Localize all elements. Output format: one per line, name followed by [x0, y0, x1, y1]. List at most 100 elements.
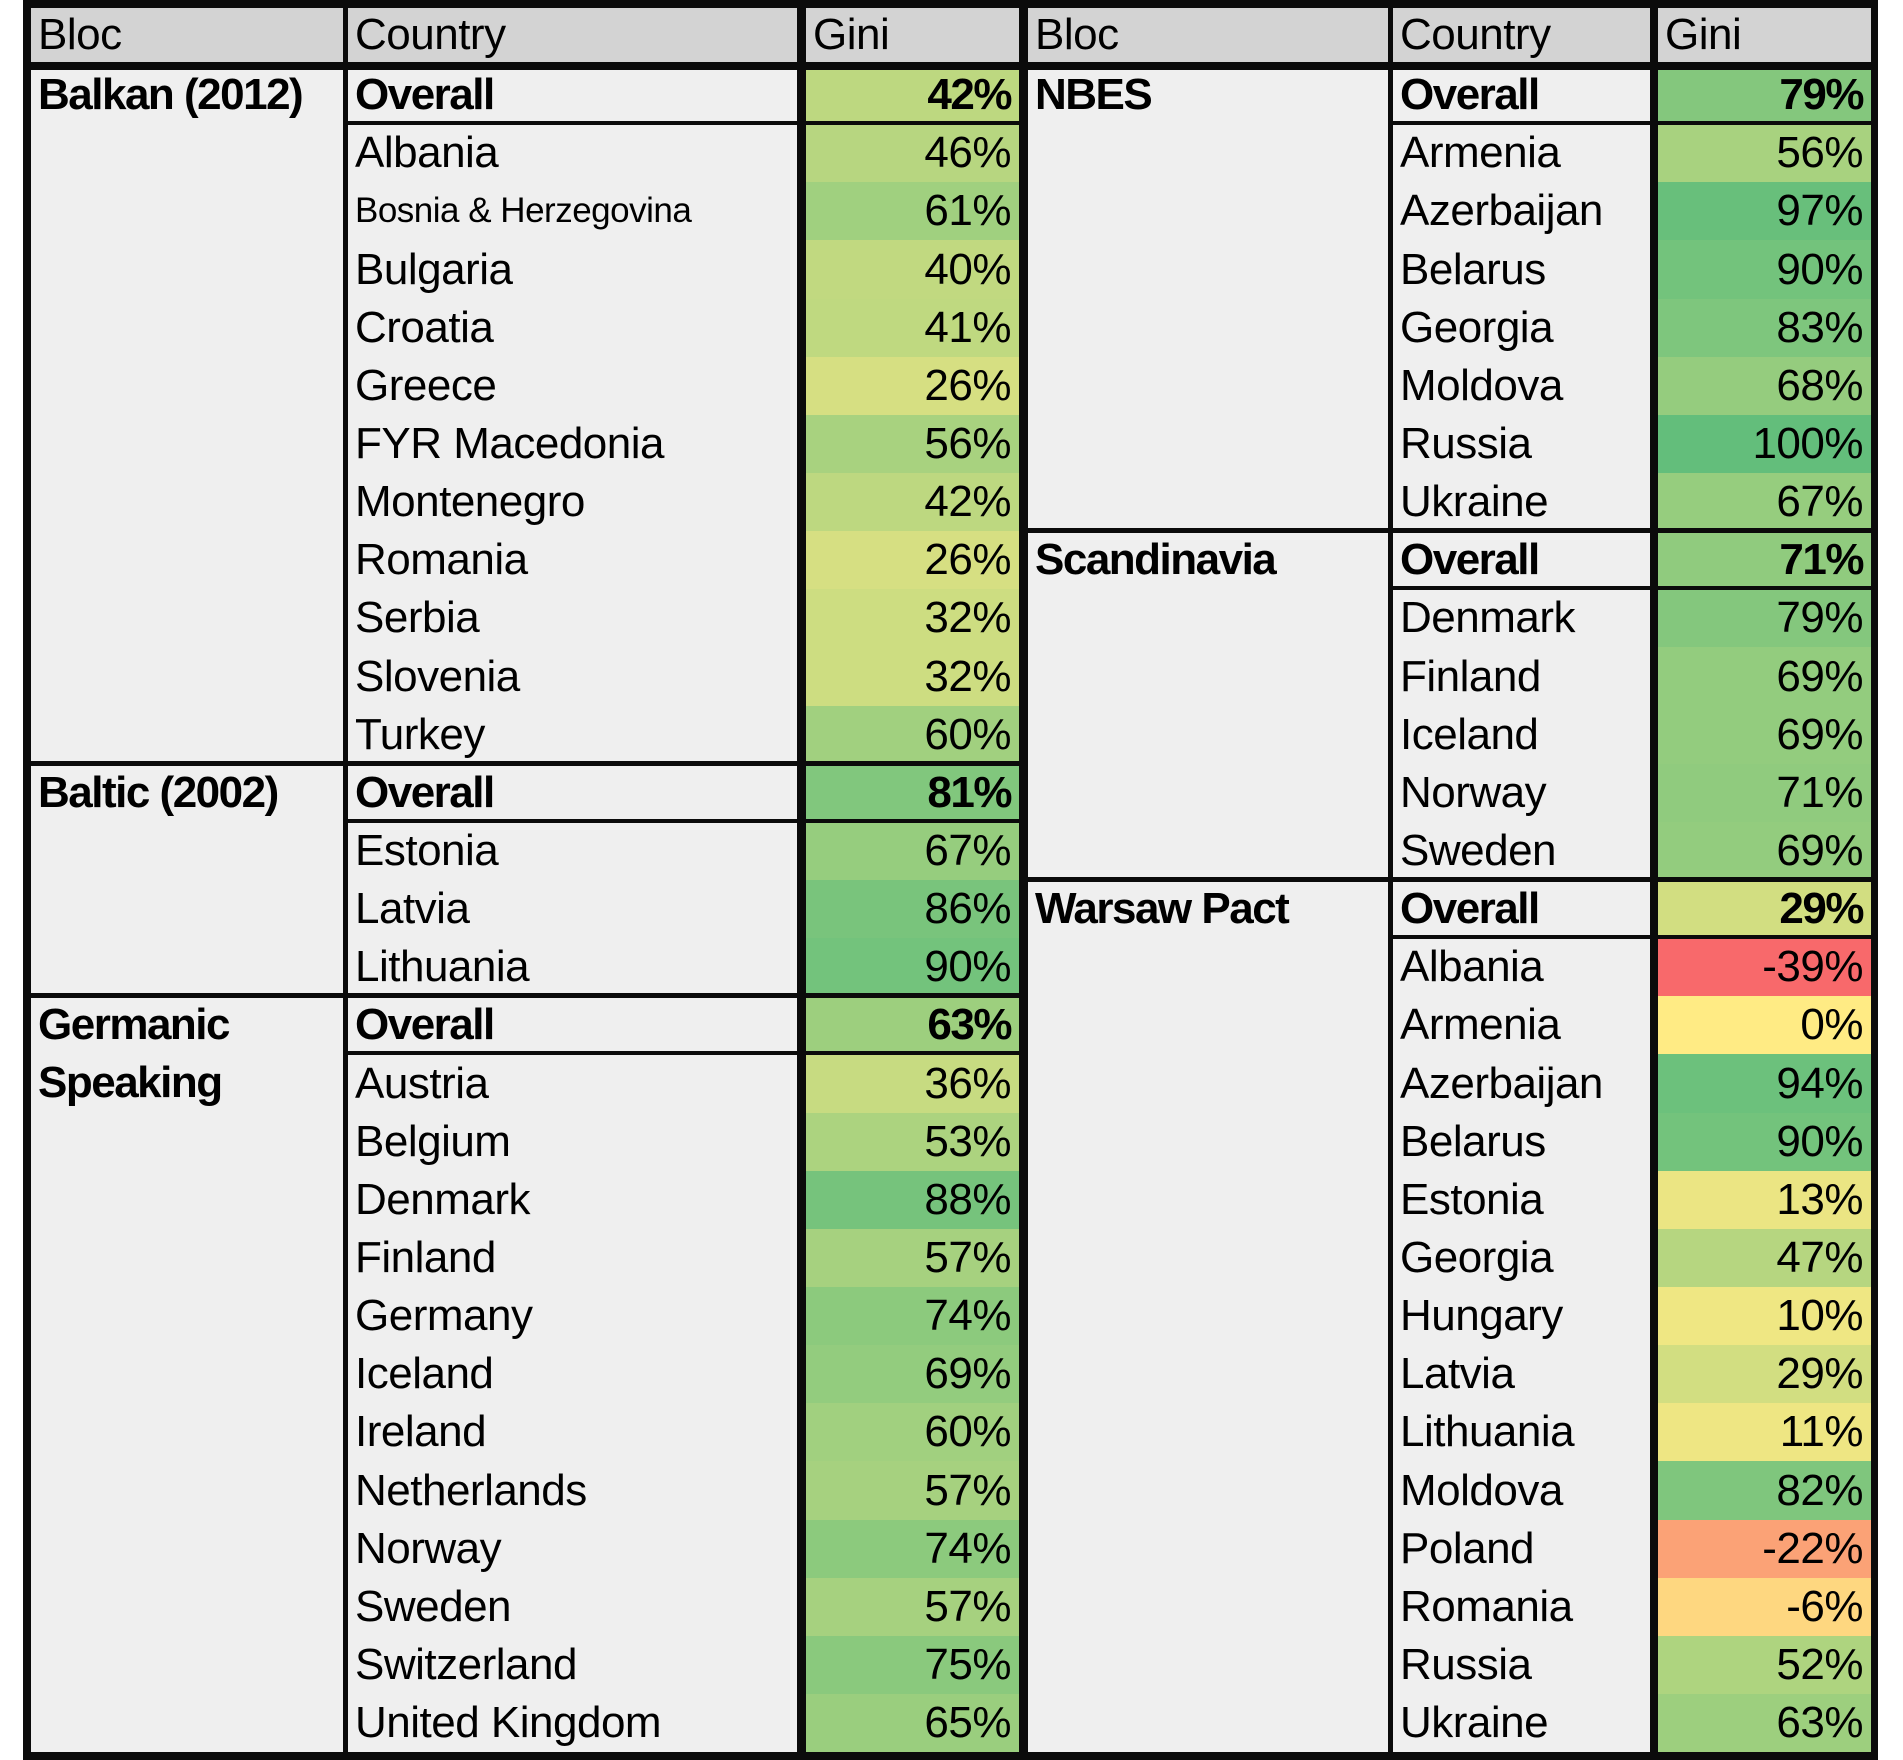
- country-cell: Netherlands: [355, 1466, 587, 1515]
- country-cell: Overall: [355, 70, 495, 119]
- gini-cell: 83%: [1658, 299, 1871, 357]
- gini-cell: 74%: [806, 1287, 1019, 1345]
- country-cell: Poland: [1400, 1524, 1535, 1573]
- gini-cell: 26%: [806, 357, 1019, 415]
- gini-cell: 69%: [1658, 822, 1871, 880]
- bloc-separator-line: [23, 761, 1028, 766]
- country-cell: Serbia: [355, 593, 480, 642]
- header-label-bloc: Bloc: [38, 10, 122, 59]
- gini-cell: 11%: [1658, 1403, 1871, 1461]
- country-cell: Overall: [1400, 535, 1540, 584]
- gini-cell: 47%: [1658, 1229, 1871, 1287]
- country-cell: Denmark: [1400, 593, 1576, 642]
- header-label-gini: Gini: [813, 10, 890, 59]
- country-cell: Estonia: [355, 826, 499, 875]
- gini-cell: 67%: [1658, 473, 1871, 531]
- header-cell-country: [1393, 8, 1650, 62]
- gini-cell: 71%: [1658, 531, 1871, 589]
- country-cell: Sweden: [355, 1582, 512, 1631]
- gini-cell: 81%: [806, 764, 1019, 822]
- gini-cell: 69%: [1658, 647, 1871, 706]
- country-cell: Russia: [1400, 419, 1532, 468]
- gini-cell: 0%: [1658, 996, 1871, 1054]
- country-cell: Lithuania: [355, 942, 530, 991]
- header-label-gini: Gini: [1665, 10, 1742, 59]
- bloc-separator-line: [23, 993, 1028, 998]
- bloc-label: Baltic (2002): [38, 768, 279, 817]
- gini-cell: 13%: [1658, 1171, 1871, 1229]
- table-vertical-border: [1388, 0, 1393, 1760]
- gini-cell: -22%: [1658, 1520, 1871, 1578]
- country-cell: Latvia: [355, 884, 470, 933]
- country-cell: FYR Macedonia: [355, 419, 664, 468]
- country-cell: Azerbaijan: [1400, 186, 1603, 235]
- gini-cell: 69%: [1658, 706, 1871, 764]
- gini-cell: 82%: [1658, 1461, 1871, 1520]
- gini-cell: 61%: [806, 182, 1019, 240]
- country-cell: Germany: [355, 1291, 533, 1340]
- country-cell: Finland: [355, 1233, 496, 1282]
- country-cell: United Kingdom: [355, 1698, 662, 1747]
- overall-underline: [343, 121, 1028, 125]
- column-background: [1393, 66, 1650, 1752]
- country-cell: Switzerland: [355, 1640, 577, 1689]
- country-cell: Overall: [1400, 70, 1540, 119]
- country-cell: Moldova: [1400, 1466, 1563, 1515]
- gini-cell: 29%: [1658, 1345, 1871, 1403]
- gini-cell: 60%: [806, 1403, 1019, 1461]
- country-cell: Turkey: [355, 710, 485, 759]
- overall-underline: [1388, 586, 1878, 590]
- country-cell: Lithuania: [1400, 1407, 1575, 1456]
- gini-cell: 57%: [806, 1229, 1019, 1287]
- gini-cell: 32%: [806, 647, 1019, 706]
- gini-cell: 42%: [806, 66, 1019, 124]
- country-cell: Estonia: [1400, 1175, 1544, 1224]
- header-cell-bloc: [1028, 8, 1388, 62]
- country-cell: Montenegro: [355, 477, 585, 526]
- overall-underline: [1388, 121, 1878, 125]
- bloc-label: Scandinavia: [1035, 535, 1277, 584]
- gini-cell: 57%: [806, 1461, 1019, 1520]
- gini-cell: 86%: [806, 880, 1019, 938]
- country-cell: Bulgaria: [355, 245, 513, 294]
- country-cell: Denmark: [355, 1175, 531, 1224]
- bloc-label: Germanic Speaking: [38, 1000, 230, 1107]
- gini-cell: -39%: [1658, 938, 1871, 996]
- country-cell: Moldova: [1400, 361, 1563, 410]
- country-cell: Russia: [1400, 1640, 1532, 1689]
- country-cell: Belarus: [1400, 1117, 1546, 1166]
- gini-cell: 90%: [1658, 1113, 1871, 1171]
- country-cell: Belgium: [355, 1117, 511, 1166]
- country-cell: Romania: [1400, 1582, 1573, 1631]
- bloc-label: NBES: [1035, 70, 1153, 119]
- bloc-separator-line: [1019, 528, 1878, 533]
- header-label-country: Country: [1400, 10, 1551, 59]
- country-cell: Ukraine: [1400, 1698, 1549, 1747]
- country-cell: Azerbaijan: [1400, 1059, 1603, 1108]
- header-label-bloc: Bloc: [1035, 10, 1119, 59]
- gini-cell: 75%: [806, 1636, 1019, 1694]
- gini-cell: 88%: [806, 1171, 1019, 1229]
- country-cell: Romania: [355, 535, 528, 584]
- gini-cell: 46%: [806, 124, 1019, 182]
- gini-cell: 79%: [1658, 589, 1871, 647]
- header-cell-country: [348, 8, 797, 62]
- overall-underline: [343, 1051, 1028, 1055]
- gini-cell: 41%: [806, 299, 1019, 357]
- bloc-label: Warsaw Pact: [1035, 884, 1290, 933]
- bloc-label: Balkan (2012): [38, 70, 304, 119]
- table-vertical-border: [797, 0, 806, 1760]
- country-cell: Sweden: [1400, 826, 1557, 875]
- gini-cell: 32%: [806, 589, 1019, 647]
- gini-cell: 67%: [806, 822, 1019, 880]
- country-cell: Georgia: [1400, 1233, 1554, 1282]
- gini-cell: 56%: [806, 415, 1019, 473]
- header-cell-gini: [1658, 8, 1871, 62]
- country-cell: Overall: [355, 768, 495, 817]
- gini-cell: 10%: [1658, 1287, 1871, 1345]
- overall-underline: [1388, 935, 1878, 939]
- gini-cell: 26%: [806, 531, 1019, 589]
- country-cell: Albania: [355, 128, 499, 177]
- country-cell: Ukraine: [1400, 477, 1549, 526]
- country-cell: Croatia: [355, 303, 494, 352]
